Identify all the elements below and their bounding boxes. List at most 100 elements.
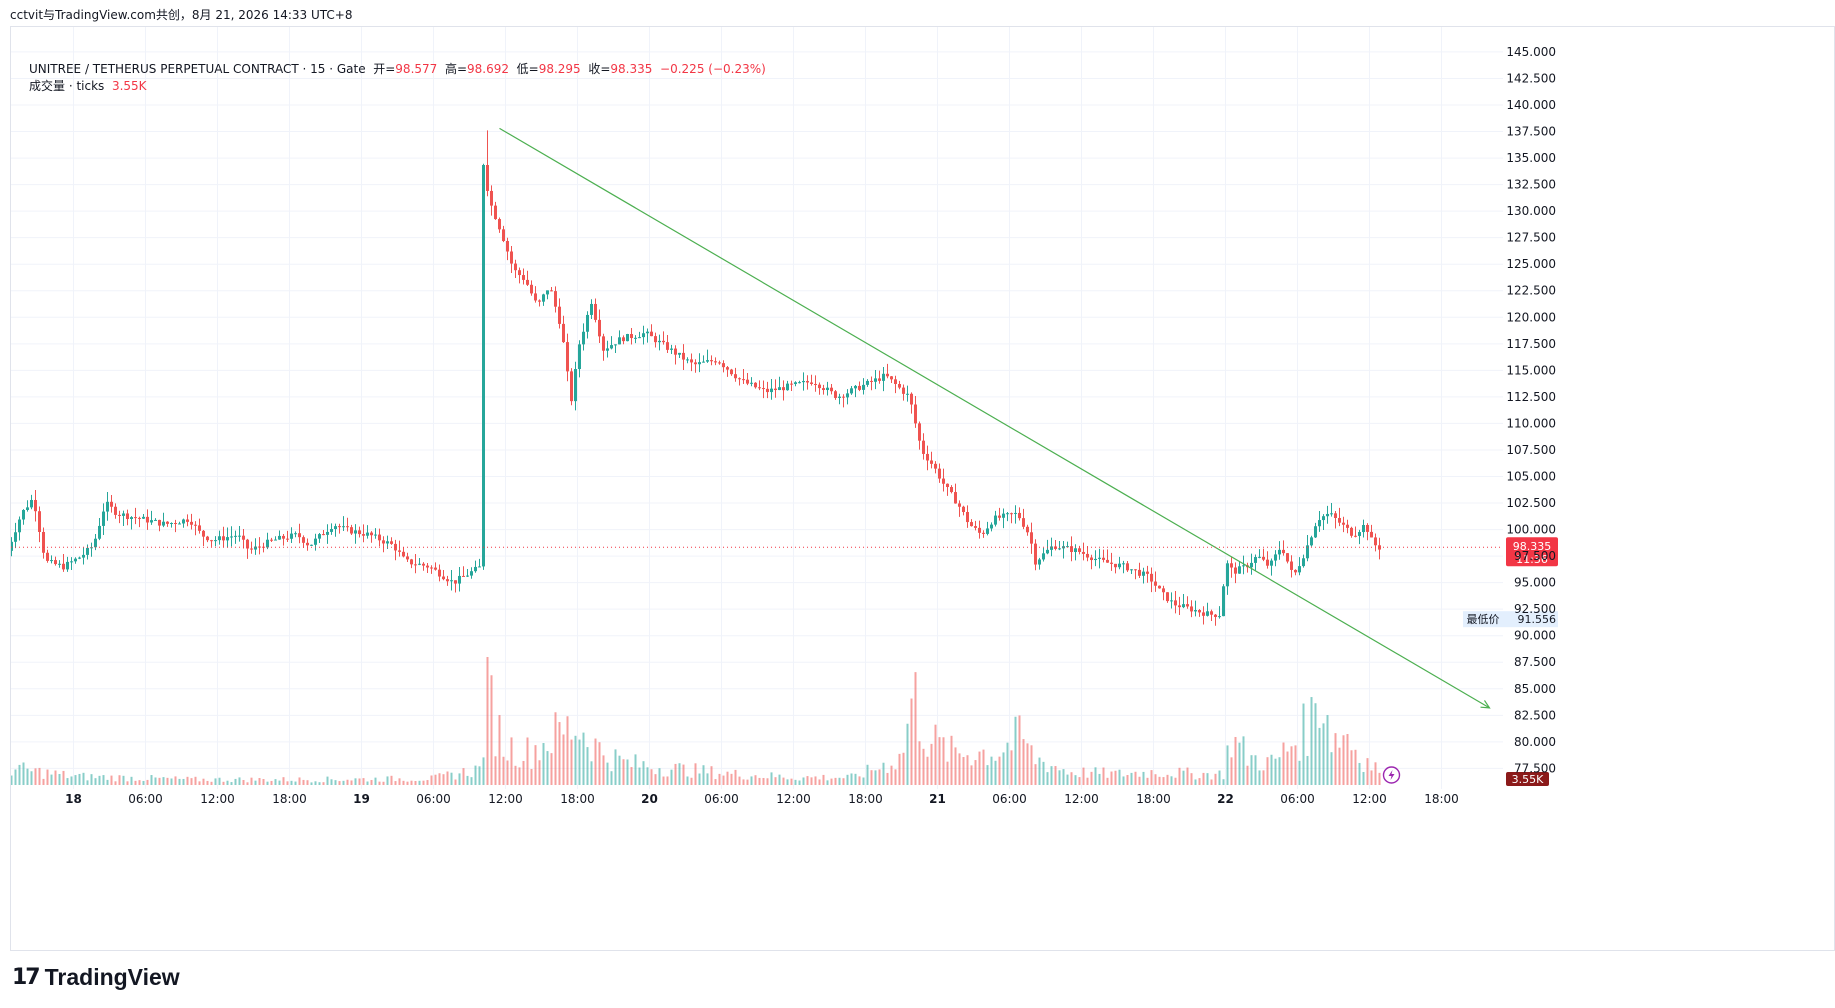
candle-body: [522, 275, 525, 280]
volume-bar: [582, 732, 585, 785]
volume-bar: [290, 780, 293, 785]
volume-bar: [1066, 774, 1069, 785]
x-tick-label: 20: [641, 792, 658, 806]
candle-body: [238, 535, 241, 537]
candle-body: [438, 569, 441, 577]
candle-body: [322, 534, 325, 536]
candle-body: [342, 526, 345, 528]
candle-body: [958, 503, 961, 507]
volume-bar: [886, 772, 889, 785]
candle-body: [890, 376, 893, 380]
candle-body: [662, 340, 665, 343]
candles: [11, 130, 1381, 626]
volume-bar: [978, 751, 981, 785]
volume-bar: [286, 781, 289, 785]
volume-bar: [510, 737, 513, 785]
chart-frame[interactable]: 98.335 11:36 最低价 91.556 3.55K 145.000 142.500…: [10, 26, 1835, 951]
volume-bar: [1034, 764, 1037, 785]
candle-body: [34, 499, 37, 512]
candle-body: [1238, 566, 1241, 574]
candle-body: [1342, 522, 1345, 525]
candle-body: [638, 337, 641, 339]
volume-bar: [1042, 761, 1045, 785]
candle-body: [18, 519, 21, 533]
candle-body: [378, 534, 381, 541]
volume-bar: [1242, 736, 1245, 785]
candle-body: [926, 453, 929, 461]
volume-bar: [1206, 773, 1209, 785]
candle-body: [50, 560, 53, 562]
x-tick-label: 18:00: [272, 792, 307, 806]
candle-body: [1330, 513, 1333, 515]
candle-body: [402, 551, 405, 557]
candle-body: [746, 379, 749, 384]
candle-body: [450, 580, 453, 582]
candle-body: [946, 483, 949, 488]
close-value: 98.335: [610, 62, 653, 76]
volume-bar: [366, 781, 369, 785]
volume-bar: [866, 764, 869, 785]
volume-bar: [1370, 770, 1373, 785]
volume-bar: [670, 769, 673, 785]
volume-bar: [234, 778, 237, 785]
volume-bar: [178, 778, 181, 785]
volume-bar: [1046, 772, 1049, 785]
volume-bar: [1290, 746, 1293, 785]
candle-body: [902, 387, 905, 394]
candle-body: [118, 514, 121, 516]
volume-bar: [494, 756, 497, 785]
candle-body: [962, 506, 965, 513]
volume-bar: [270, 780, 273, 785]
candle-body: [430, 567, 433, 569]
volume-bar: [706, 773, 709, 785]
candle-body: [1026, 526, 1029, 533]
low-value: 98.295: [538, 62, 581, 76]
y-tick-label: 87.500: [1514, 655, 1556, 669]
volume-bar: [1122, 776, 1125, 785]
volume-bar: [1026, 743, 1029, 785]
volume-bar: [54, 770, 57, 785]
candle-body: [730, 369, 733, 375]
volume-bar: [502, 756, 505, 785]
candle-body: [42, 531, 45, 553]
candle-body: [574, 369, 577, 402]
candle-body: [774, 388, 777, 391]
y-tick-label: 130.000: [1506, 204, 1556, 218]
candle-body: [618, 337, 621, 345]
volume-bar: [1230, 757, 1233, 785]
volume-bar: [802, 777, 805, 785]
x-tick-label: 18:00: [560, 792, 595, 806]
x-tick-label: 06:00: [992, 792, 1027, 806]
candle-body: [710, 360, 713, 362]
volume-bar: [654, 774, 657, 785]
candle-body: [1282, 549, 1285, 554]
volume-bar: [346, 779, 349, 785]
candle-body: [114, 506, 117, 515]
candle-body: [494, 205, 497, 220]
candle-body: [594, 303, 597, 320]
candle-body: [854, 385, 857, 389]
candle-body: [270, 539, 273, 541]
y-tick-label: 115.000: [1506, 363, 1556, 377]
volume-bar: [390, 775, 393, 785]
volume-bar: [230, 782, 233, 785]
volume-bar: [662, 776, 665, 785]
tradingview-brand[interactable]: 17 TradingView: [12, 964, 180, 991]
candle-body: [742, 379, 745, 381]
candle-body: [1218, 616, 1221, 618]
candle-body: [834, 391, 837, 398]
volume-bar: [1038, 757, 1041, 785]
candle-body: [882, 373, 885, 381]
volume-bar: [454, 779, 457, 785]
candle-body: [1014, 512, 1017, 514]
volume-bar: [438, 773, 441, 785]
volume-bar: [930, 743, 933, 785]
candle-body: [986, 528, 989, 534]
volume-bar: [538, 760, 541, 785]
candle-body: [538, 300, 541, 302]
candle-body: [1374, 537, 1377, 546]
volume-bar: [490, 675, 493, 785]
volume-bar: [1058, 770, 1061, 785]
candle-body: [86, 547, 89, 555]
